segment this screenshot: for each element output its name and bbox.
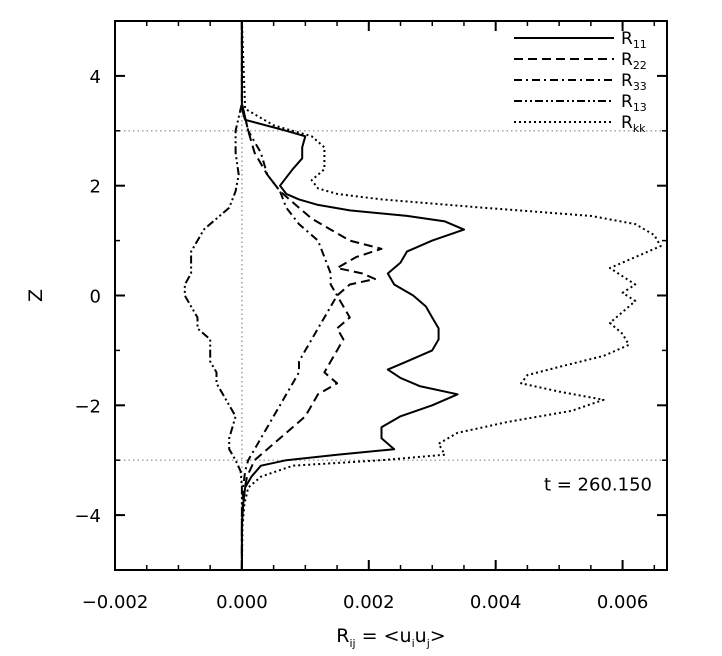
x-axis-title-main: R	[336, 625, 349, 647]
legend-label-r11: R11	[621, 29, 647, 51]
reference-lines	[115, 21, 667, 570]
series-line-r11	[240, 21, 465, 570]
y-tick-label: −4	[74, 506, 101, 527]
x-axis-title-sub3: j	[426, 637, 430, 650]
series-line-rkk	[240, 20, 662, 571]
time-annotation: t = 260.150	[544, 474, 652, 495]
y-tick-label: −2	[74, 396, 101, 417]
x-axis-title-sub2: i	[412, 637, 415, 650]
legend-label-r33: R33	[621, 71, 647, 93]
legend-label-rkk: Rkk	[621, 113, 646, 135]
x-tick-label: 0.006	[597, 592, 649, 613]
x-axis-title-end: >	[430, 625, 446, 647]
y-axis-title: Z	[25, 289, 47, 302]
x-axis-title-sub: ij	[350, 637, 356, 650]
x-axis-title-mid: u	[415, 625, 427, 647]
y-tick-label: 0	[90, 287, 101, 308]
x-tick-label: 0.000	[216, 592, 268, 613]
legend-label-r22: R22	[621, 50, 647, 72]
series-line-r13	[183, 21, 243, 570]
x-axis-title-rest: = <u	[356, 625, 412, 647]
series-line-r22	[240, 21, 383, 570]
series-layer	[183, 20, 662, 571]
series-line-r33	[240, 21, 339, 570]
x-tick-label: 0.002	[343, 592, 395, 613]
x-axis-title: Rij = <uiuj>	[336, 625, 445, 650]
axis-ticks: −0.002 0.000 0.002 0.004 0.006 −4 −2 0 2 4	[74, 20, 667, 613]
legend-label-r13: R13	[621, 92, 647, 114]
y-tick-label: 4	[90, 67, 101, 88]
x-tick-label: −0.002	[82, 592, 149, 613]
x-tick-label: 0.004	[470, 592, 522, 613]
y-tick-label: 2	[90, 177, 101, 198]
